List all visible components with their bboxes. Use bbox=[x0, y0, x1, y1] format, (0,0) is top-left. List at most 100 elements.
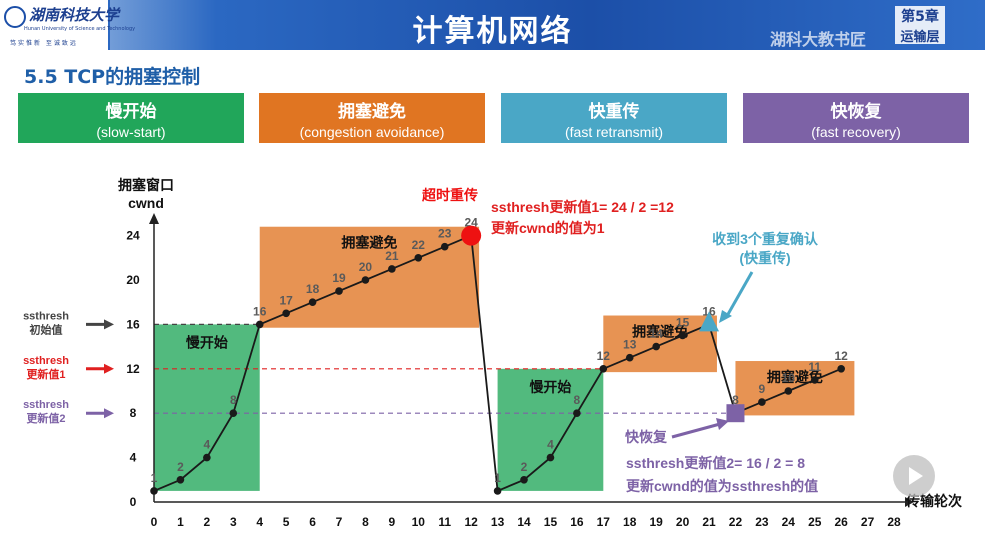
point-value-label: 1 bbox=[151, 471, 158, 485]
y-tick-label: 8 bbox=[130, 406, 137, 420]
y-tick-label: 24 bbox=[126, 229, 140, 243]
cwnd-point bbox=[546, 453, 555, 462]
phase-title: 慢开始 bbox=[105, 102, 157, 121]
header-banner bbox=[0, 0, 985, 50]
annotation-text: ssthresh更新值1= 24 / 2 =12 bbox=[491, 199, 674, 215]
point-value-label: 2 bbox=[177, 460, 184, 474]
x-tick-label: 4 bbox=[256, 515, 263, 529]
logo-english: Hunan University of Science and Technolo… bbox=[24, 26, 136, 32]
logo-name: 湖南科技大学 bbox=[29, 6, 120, 24]
cwnd-point bbox=[573, 409, 581, 418]
fast-retransmit-arrow bbox=[725, 271, 754, 317]
point-value-label: 23 bbox=[438, 227, 452, 241]
x-tick-label: 1 bbox=[177, 515, 184, 529]
point-value-label: 12 bbox=[597, 349, 611, 363]
cwnd-point bbox=[678, 331, 687, 340]
fast-retransmit-marker bbox=[699, 311, 720, 332]
phase-title: 拥塞避免 bbox=[338, 102, 406, 121]
y-axis-label: 拥塞窗口 bbox=[118, 177, 174, 193]
point-value-label: 16 bbox=[253, 304, 267, 318]
x-tick-label: 19 bbox=[649, 515, 663, 529]
x-tick-label: 20 bbox=[676, 515, 690, 529]
phase-subtitle: (congestion avoidance) bbox=[299, 124, 445, 140]
chart-region-label: 慢开始 bbox=[529, 379, 571, 395]
threshold-label: 初始值 bbox=[30, 322, 63, 336]
cwnd-point bbox=[388, 265, 396, 273]
point-value-label: 2 bbox=[521, 460, 528, 474]
timeout-marker bbox=[461, 225, 482, 246]
cwnd-point bbox=[255, 320, 264, 329]
timeout-label: 超时重传 bbox=[421, 187, 478, 203]
x-tick-label: 10 bbox=[412, 515, 426, 529]
y-tick-label: 0 bbox=[130, 495, 137, 509]
threshold-label: 更新值2 bbox=[26, 411, 65, 425]
point-value-label: 9 bbox=[759, 382, 766, 396]
y-axis-arrow bbox=[149, 213, 159, 224]
point-value-label: 24 bbox=[464, 216, 478, 230]
chart-region-label: 慢开始 bbox=[186, 334, 228, 350]
video-play-button[interactable] bbox=[893, 455, 935, 497]
cwnd-point bbox=[203, 453, 211, 462]
point-value-label: 11 bbox=[808, 360, 821, 374]
cwnd-point bbox=[599, 365, 608, 373]
annotation-text: 更新cwnd的值为ssthresh的值 bbox=[626, 478, 818, 494]
x-tick-label: 22 bbox=[729, 515, 743, 529]
x-tick-label: 23 bbox=[755, 515, 769, 529]
chapter-name: 运输层 bbox=[900, 30, 940, 45]
y-tick-label: 20 bbox=[126, 273, 140, 287]
cwnd-point bbox=[229, 409, 238, 418]
point-value-label: 10 bbox=[782, 371, 796, 385]
x-tick-label: 18 bbox=[623, 515, 637, 529]
point-value-label: 1 bbox=[494, 471, 501, 485]
x-axis-label: 传输轮次 bbox=[905, 493, 962, 509]
cwnd-point bbox=[414, 253, 423, 262]
x-tick-label: 5 bbox=[283, 515, 290, 529]
threshold-label: ssthresh bbox=[23, 355, 69, 367]
point-value-label: 22 bbox=[412, 238, 426, 252]
y-axis-label: cwnd bbox=[128, 195, 164, 211]
chapter-number: 第5章 bbox=[901, 9, 939, 25]
chart-region-label: 拥塞避免 bbox=[767, 369, 823, 385]
section-title: 5.5 TCP的拥塞控制 bbox=[24, 66, 201, 88]
phase-congestion-avoidance: 拥塞避免 (congestion avoidance) bbox=[259, 93, 485, 143]
x-tick-label: 21 bbox=[702, 515, 716, 529]
cwnd-point bbox=[335, 287, 343, 295]
point-value-label: 20 bbox=[359, 260, 373, 274]
point-value-label: 19 bbox=[332, 271, 346, 285]
point-value-label: 14 bbox=[649, 327, 663, 341]
phase-title: 快恢复 bbox=[830, 102, 882, 121]
point-value-label: 17 bbox=[279, 293, 293, 307]
chart-region-label: 拥塞避免 bbox=[632, 324, 688, 340]
cwnd-drop-line bbox=[708, 324, 737, 414]
phase-title: 快重传 bbox=[588, 102, 640, 121]
point-value-label: 8 bbox=[574, 393, 581, 407]
chart-region bbox=[154, 324, 260, 491]
cwnd-point bbox=[758, 398, 766, 406]
x-tick-label: 28 bbox=[887, 515, 901, 529]
y-tick-label: 16 bbox=[126, 317, 140, 331]
course-title: 计算机网络 bbox=[412, 14, 573, 49]
threshold-arrow-head bbox=[104, 363, 114, 374]
cwnd-point bbox=[810, 376, 819, 384]
cwnd-point bbox=[176, 476, 185, 484]
threshold-arrow-head bbox=[104, 408, 114, 419]
fast-recovery-arrow bbox=[671, 422, 721, 439]
point-value-label: 8 bbox=[732, 393, 739, 407]
chart-region bbox=[603, 315, 717, 373]
phase-subtitle: (fast recovery) bbox=[811, 124, 901, 140]
point-value-label: 4 bbox=[204, 438, 211, 452]
phase-fast-retransmit: 快重传 (fast retransmit) bbox=[501, 93, 727, 143]
x-tick-label: 12 bbox=[464, 515, 478, 529]
cwnd-point bbox=[361, 276, 370, 284]
university-emblem-icon bbox=[4, 6, 26, 28]
university-logo: 湖南科技大学 Hunan University of Science and T… bbox=[0, 0, 135, 50]
cwnd-point bbox=[625, 353, 634, 362]
cwnd-point bbox=[493, 487, 502, 495]
cwnd-point bbox=[784, 387, 793, 395]
threshold-arrow-head bbox=[104, 319, 114, 330]
cwnd-drop-line bbox=[470, 235, 499, 491]
x-tick-label: 2 bbox=[204, 515, 211, 529]
x-tick-label: 8 bbox=[362, 515, 369, 529]
x-tick-label: 13 bbox=[491, 515, 505, 529]
phase-slow-start: 慢开始 (slow-start) bbox=[18, 93, 244, 143]
